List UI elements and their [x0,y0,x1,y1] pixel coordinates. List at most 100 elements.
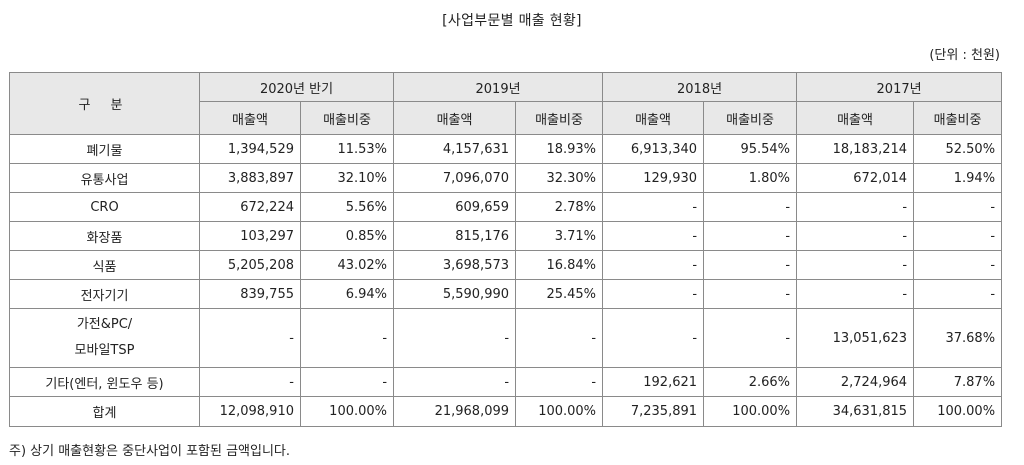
header-period: 2020년 반기 [198,72,395,102]
cell-value: 1,394,529 [199,134,301,164]
footnote: 주) 상기 매출현황은 중단사업이 포함된 금액입니다. [9,444,291,459]
cell-value: 839,755 [199,279,301,309]
cell-value: 7.87% [913,367,1003,397]
header-share: 매출비중 [299,101,395,135]
header-period: 2017년 [796,72,1003,102]
row-label: 식품 [9,250,200,280]
row-label: 전자기기 [9,279,200,309]
cell-value: 672,224 [199,192,301,222]
row-label-line: 가전&PC/ [76,317,133,332]
cell-value: - [299,308,395,368]
cell-value: 32.30% [515,163,604,193]
cell-value: 37.68% [913,308,1003,368]
cell-value: 12,098,910 [199,396,301,427]
header-sales: 매출액 [199,101,301,135]
cell-value: - [199,367,301,397]
cell-value: 18.93% [515,134,604,164]
cell-value: 2.66% [703,367,798,397]
cell-value: - [703,279,798,309]
header-share: 매출비중 [913,101,1003,135]
cell-value: - [515,308,604,368]
row-label-line: 모바일TSP [74,343,135,358]
cell-value: 815,176 [393,221,517,251]
unit-label: (단위 : 천원) [929,48,1000,63]
cell-value: - [913,279,1003,309]
cell-value: - [515,367,604,397]
cell-value: 672,014 [796,163,915,193]
cell-value: 16.84% [515,250,604,280]
table-row: 가전&PC/ 모바일TSP - - - - - - 13,051,623 37.… [9,308,1003,368]
row-label: 합계 [9,396,200,427]
cell-value: 95.54% [703,134,798,164]
cell-value: 100.00% [913,396,1003,427]
cell-value: 7,235,891 [602,396,705,427]
total-row: 합계 12,098,910 100.00% 21,968,099 100.00%… [9,396,1003,427]
row-label: 유통사업 [9,163,200,193]
cell-value: - [796,192,915,222]
cell-value: - [199,308,301,368]
table-row: 화장품 103,297 0.85% 815,176 3.71% - - - - [9,221,1003,251]
header-share: 매출비중 [515,101,604,135]
cell-value: - [602,308,705,368]
row-label: CRO [9,192,200,222]
cell-value: 25.45% [515,279,604,309]
cell-value: - [703,192,798,222]
cell-value: 5.56% [299,192,395,222]
header-period: 2019년 [393,72,604,102]
header-sales: 매출액 [393,101,517,135]
cell-value: 0.85% [299,221,395,251]
cell-value: 100.00% [299,396,395,427]
table-row: CRO 672,224 5.56% 609,659 2.78% - - - - [9,192,1003,222]
cell-value: 1.94% [913,163,1003,193]
cell-value: 52.50% [913,134,1003,164]
cell-value: 3,698,573 [393,250,517,280]
table-row: 기타(엔터, 윈도우 등) - - - - 192,621 2.66% 2,72… [9,367,1003,397]
header-sales: 매출액 [602,101,705,135]
cell-value: - [393,308,517,368]
header-share: 매출비중 [703,101,798,135]
header-sales: 매출액 [796,101,915,135]
cell-value: - [602,279,705,309]
cell-value: 2,724,964 [796,367,915,397]
cell-value: 129,930 [602,163,705,193]
row-label: 폐기물 [9,134,200,164]
cell-value: 13,051,623 [796,308,915,368]
cell-value: 4,157,631 [393,134,517,164]
row-label: 화장품 [9,221,200,251]
table-row: 유통사업 3,883,897 32.10% 7,096,070 32.30% 1… [9,163,1003,193]
cell-value: - [703,308,798,368]
cell-value: 11.53% [299,134,395,164]
header-period: 2018년 [602,72,798,102]
cell-value: 3,883,897 [199,163,301,193]
table-row: 전자기기 839,755 6.94% 5,590,990 25.45% - - … [9,279,1003,309]
cell-value: - [796,279,915,309]
cell-value: - [913,192,1003,222]
cell-value: - [602,221,705,251]
cell-value: 3.71% [515,221,604,251]
cell-value: - [796,250,915,280]
sales-by-segment-table: 구 분 2020년 반기 2019년 2018년 2017년 매출액 매출비중 … [9,72,1003,427]
cell-value: 2.78% [515,192,604,222]
table-row: 폐기물 1,394,529 11.53% 4,157,631 18.93% 6,… [9,134,1003,164]
cell-value: 6,913,340 [602,134,705,164]
cell-value: - [796,221,915,251]
cell-value: 7,096,070 [393,163,517,193]
table-row: 식품 5,205,208 43.02% 3,698,573 16.84% - -… [9,250,1003,280]
cell-value: 100.00% [703,396,798,427]
cell-value: - [602,192,705,222]
cell-value: - [913,221,1003,251]
cell-value: 21,968,099 [393,396,517,427]
cell-value: 103,297 [199,221,301,251]
cell-value: 192,621 [602,367,705,397]
header-category: 구 분 [9,72,200,135]
cell-value: - [602,250,705,280]
cell-value: 609,659 [393,192,517,222]
cell-value: 6.94% [299,279,395,309]
cell-value: - [703,221,798,251]
row-label: 기타(엔터, 윈도우 등) [9,367,200,397]
cell-value: 5,205,208 [199,250,301,280]
cell-value: - [913,250,1003,280]
cell-value: 43.02% [299,250,395,280]
cell-value: 5,590,990 [393,279,517,309]
cell-value: - [299,367,395,397]
